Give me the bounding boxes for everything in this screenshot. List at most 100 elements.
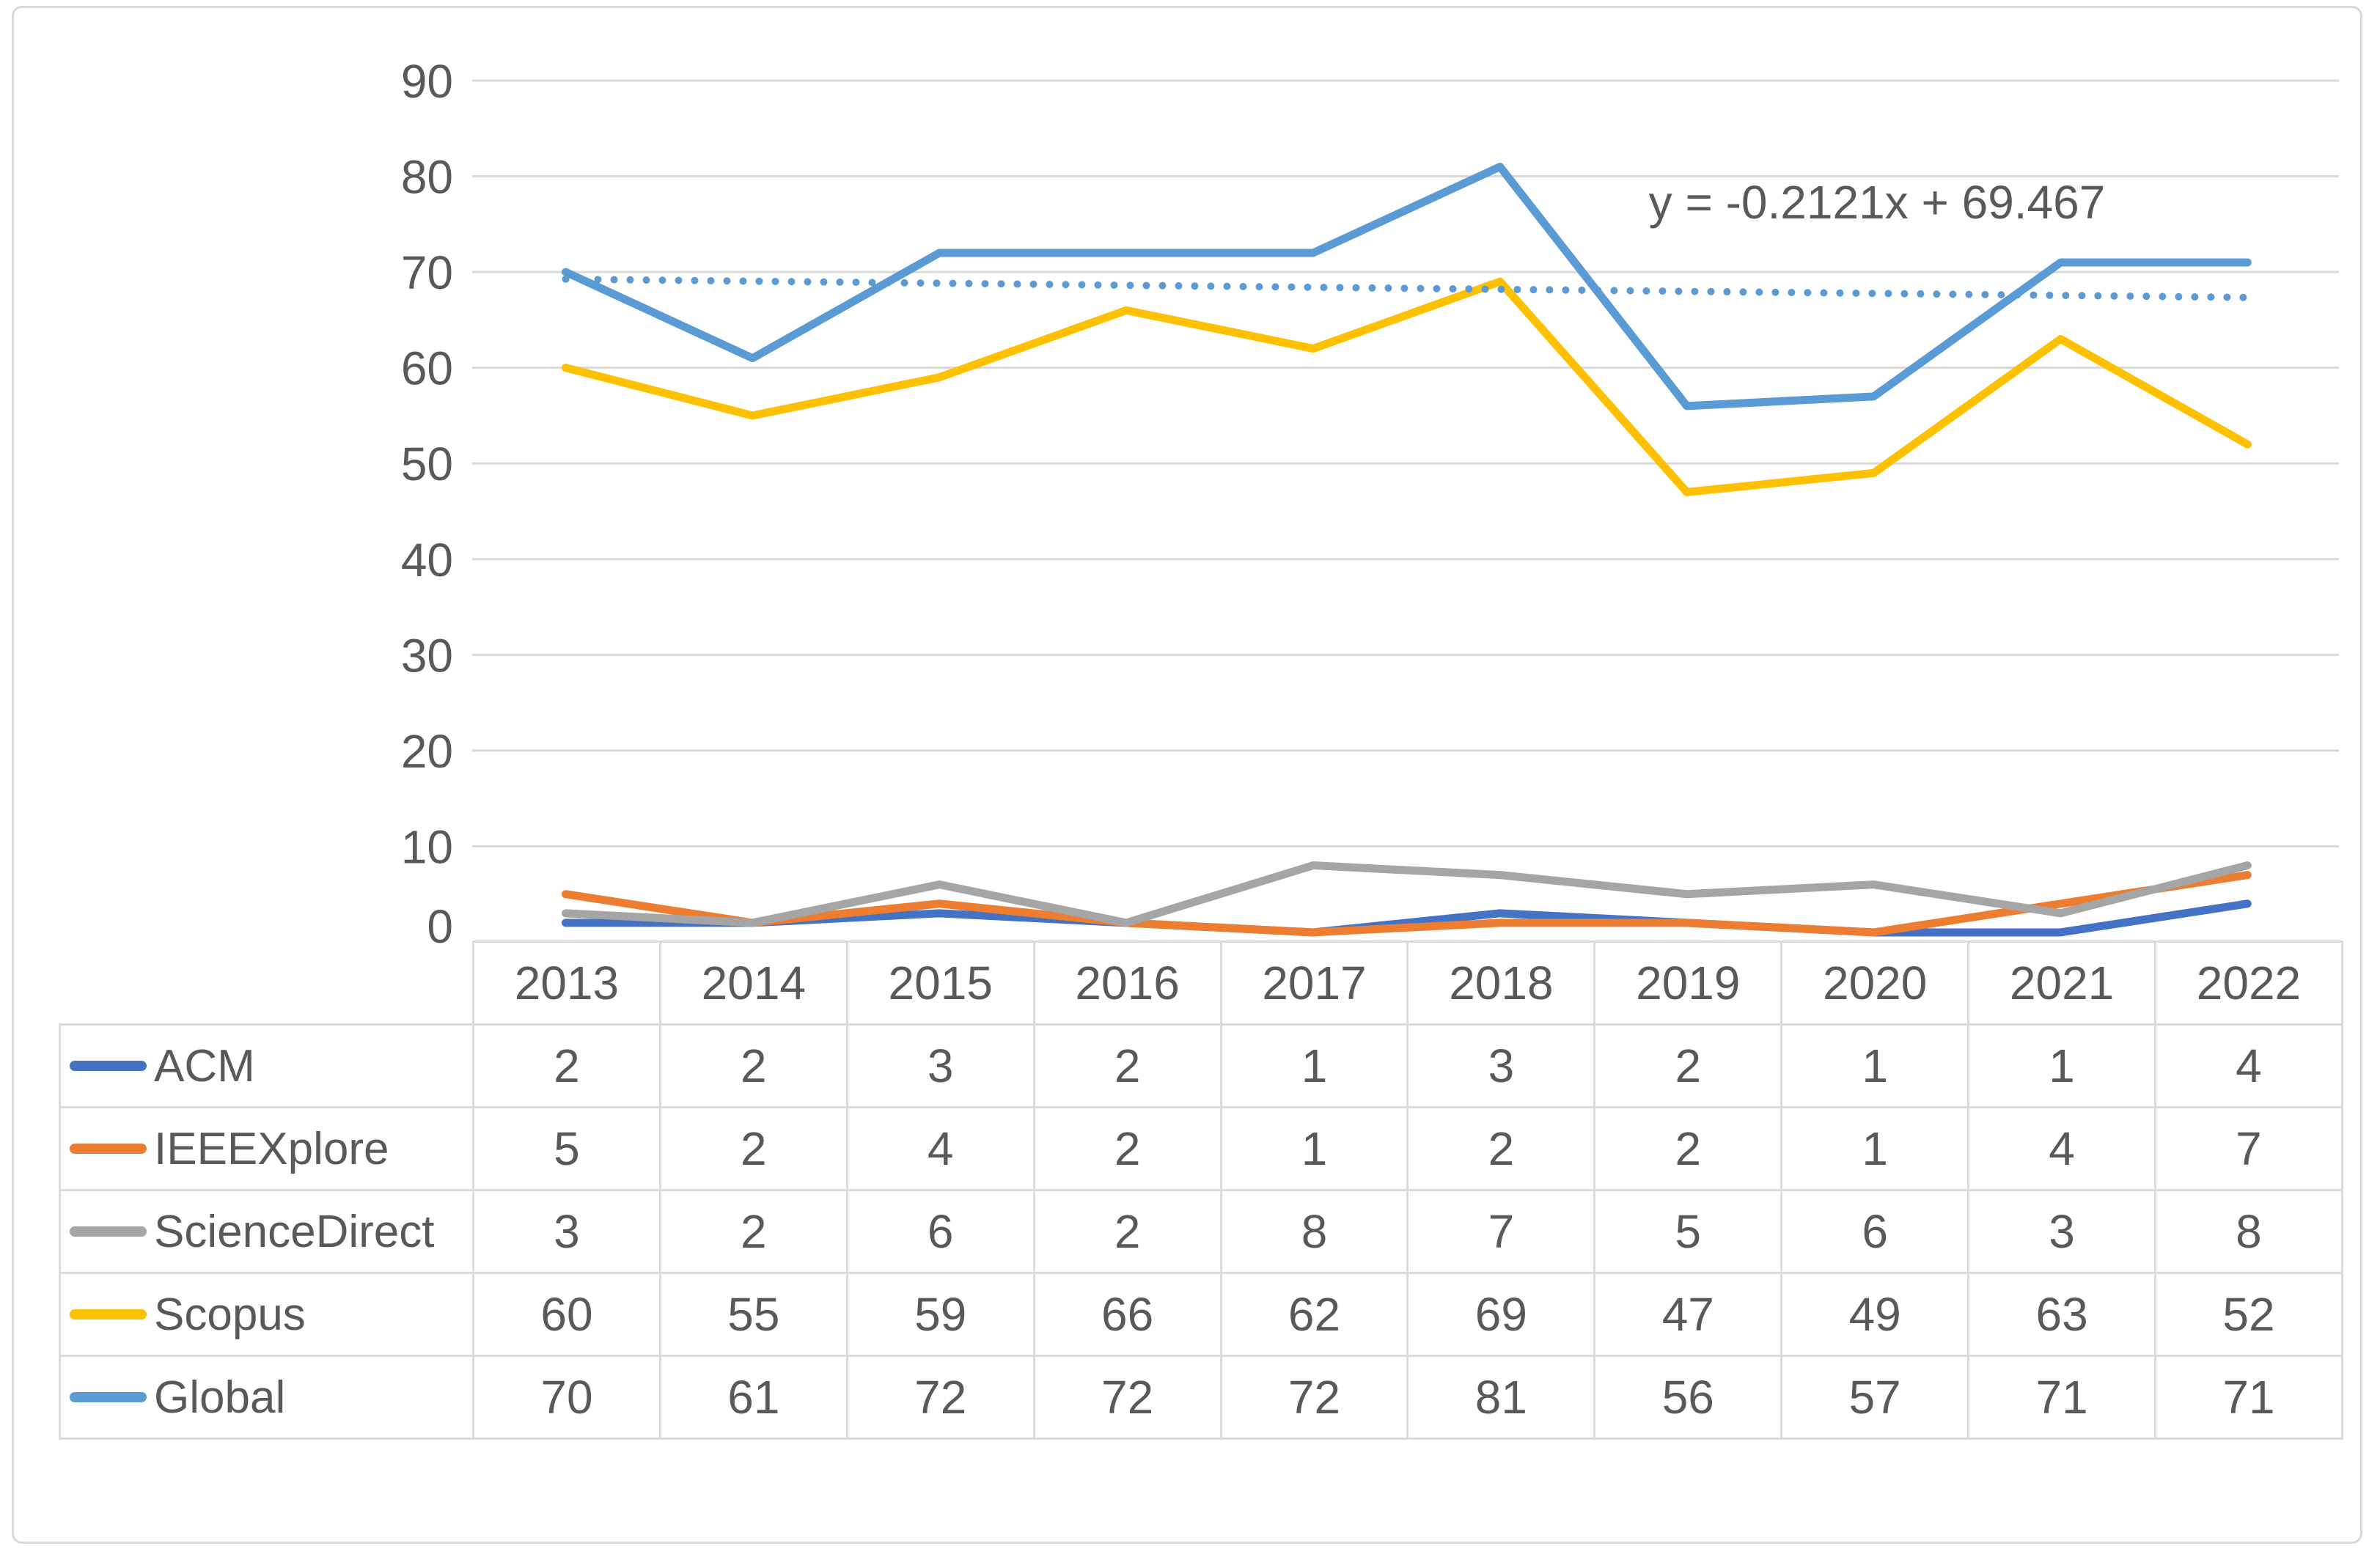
year-header-cell: 2019 <box>1593 941 1783 1026</box>
value-cell: 47 <box>1593 1272 1783 1357</box>
series-name-cell: ScienceDirect <box>59 1189 474 1274</box>
series-line-acm <box>562 899 2252 937</box>
value-cell: 61 <box>658 1355 848 1440</box>
trendline <box>562 275 2252 301</box>
legend-swatch-global-icon <box>70 1392 147 1402</box>
value-cell: 3 <box>1406 1023 1596 1108</box>
series-name-label: IEEEXplore <box>154 1123 389 1174</box>
year-header-cell: 2017 <box>1219 941 1409 1026</box>
value-cell: 1 <box>1967 1023 2157 1108</box>
value-cell: 1 <box>1219 1023 1409 1108</box>
year-header-cell: 2022 <box>2154 941 2343 1026</box>
series-lines-group <box>562 162 2252 937</box>
value-cell: 72 <box>1032 1355 1222 1440</box>
value-cell: 2 <box>1032 1023 1222 1108</box>
value-cell: 49 <box>1780 1272 1970 1357</box>
value-cell: 6 <box>1780 1189 1970 1274</box>
value-cell: 56 <box>1593 1355 1783 1440</box>
y-axis-tick-label: 50 <box>401 438 453 490</box>
chart-data-table: 2013 2014 2015 2016 2017 2018 2019 2020 2021 2022… <box>59 941 2343 1440</box>
value-cell: 55 <box>658 1272 848 1357</box>
value-cell: 72 <box>1219 1355 1409 1440</box>
year-header-cell: 2018 <box>1406 941 1596 1026</box>
table-row: ScienceDirect 3 2 6 2 8 7 5 6 3 8 <box>59 1189 2343 1274</box>
value-cell: 71 <box>2154 1355 2343 1440</box>
value-cell: 70 <box>472 1355 661 1440</box>
table-header-row: 2013 2014 2015 2016 2017 2018 2019 2020 2021 2022 <box>59 941 2343 1026</box>
legend-swatch-sciencedirect-icon <box>70 1226 147 1237</box>
value-cell: 2 <box>1032 1189 1222 1274</box>
legend-entry: ScienceDirect <box>62 1206 471 1258</box>
value-cell: 72 <box>845 1355 1035 1440</box>
trendline-equation-label: y = -0.2121x + 69.467 <box>1649 176 2106 229</box>
value-cell: 2 <box>472 1023 661 1108</box>
value-cell: 4 <box>845 1106 1035 1191</box>
value-cell: 4 <box>1967 1106 2157 1191</box>
value-cell: 2 <box>658 1106 848 1191</box>
year-header-cell: 2020 <box>1780 941 1970 1026</box>
table-row: ACM 2 2 3 2 1 3 2 1 1 4 <box>59 1023 2343 1108</box>
y-axis-tick-label: 80 <box>401 151 453 204</box>
value-cell: 5 <box>472 1106 661 1191</box>
value-cell: 5 <box>1593 1189 1783 1274</box>
legend-entry: Scopus <box>62 1289 471 1341</box>
table-row: IEEEXplore 5 2 4 2 1 2 2 1 4 7 <box>59 1106 2343 1191</box>
table-row: Scopus 60 55 59 66 62 69 47 49 63 52 <box>59 1272 2343 1357</box>
value-cell: 2 <box>1593 1023 1783 1108</box>
series-line-global <box>562 162 2252 411</box>
series-name-cell: Scopus <box>59 1272 474 1357</box>
y-axis-tick-label: 90 <box>401 55 453 108</box>
table-row: Global 70 61 72 72 72 81 56 57 71 71 <box>59 1355 2343 1440</box>
value-cell: 4 <box>2154 1023 2343 1108</box>
value-cell: 3 <box>1967 1189 2157 1274</box>
value-cell: 66 <box>1032 1272 1222 1357</box>
value-cell: 3 <box>845 1023 1035 1108</box>
series-name-label: ACM <box>154 1040 255 1092</box>
value-cell: 57 <box>1780 1355 1970 1440</box>
y-axis-tick-label: 70 <box>401 246 453 299</box>
series-name-cell: Global <box>59 1355 474 1440</box>
value-cell: 2 <box>1406 1106 1596 1191</box>
value-cell: 2 <box>1593 1106 1783 1191</box>
value-cell: 8 <box>2154 1189 2343 1274</box>
value-cell: 2 <box>658 1189 848 1274</box>
series-name-label: Scopus <box>154 1289 306 1340</box>
value-cell: 69 <box>1406 1272 1596 1357</box>
year-header-cell: 2021 <box>1967 941 2157 1026</box>
legend-swatch-scopus-icon <box>70 1309 147 1319</box>
series-name-cell: IEEEXplore <box>59 1106 474 1191</box>
y-axis-tick-label: 60 <box>401 342 453 395</box>
legend-swatch-ieeexplore-icon <box>70 1144 147 1154</box>
series-name-label: Global <box>154 1372 286 1423</box>
value-cell: 3 <box>472 1189 661 1274</box>
year-header-cell: 2013 <box>472 941 661 1026</box>
y-axis-tick-label: 10 <box>401 820 453 873</box>
series-line-sciencedirect <box>562 861 2252 927</box>
value-cell: 1 <box>1219 1106 1409 1191</box>
value-cell: 1 <box>1780 1106 1970 1191</box>
y-axis-tick-label: 40 <box>401 534 453 586</box>
value-cell: 63 <box>1967 1272 2157 1357</box>
value-cell: 81 <box>1406 1355 1596 1440</box>
y-axis-tick-label: 30 <box>401 629 453 682</box>
value-cell: 7 <box>2154 1106 2343 1191</box>
legend-entry: ACM <box>62 1040 471 1092</box>
value-cell: 71 <box>1967 1355 2157 1440</box>
series-name-cell: ACM <box>59 1023 474 1108</box>
trendline-group <box>562 275 2252 301</box>
value-cell: 60 <box>472 1272 661 1357</box>
legend-entry: IEEEXplore <box>62 1123 471 1175</box>
value-cell: 2 <box>1032 1106 1222 1191</box>
table-corner-cell <box>59 941 474 1026</box>
y-axis-tick-label: 20 <box>401 725 453 778</box>
value-cell: 2 <box>658 1023 848 1108</box>
value-cell: 52 <box>2154 1272 2343 1357</box>
legend-entry: Global <box>62 1372 471 1424</box>
value-cell: 1 <box>1780 1023 1970 1108</box>
year-header-cell: 2015 <box>845 941 1035 1026</box>
value-cell: 7 <box>1406 1189 1596 1274</box>
value-cell: 62 <box>1219 1272 1409 1357</box>
year-header-cell: 2016 <box>1032 941 1222 1026</box>
